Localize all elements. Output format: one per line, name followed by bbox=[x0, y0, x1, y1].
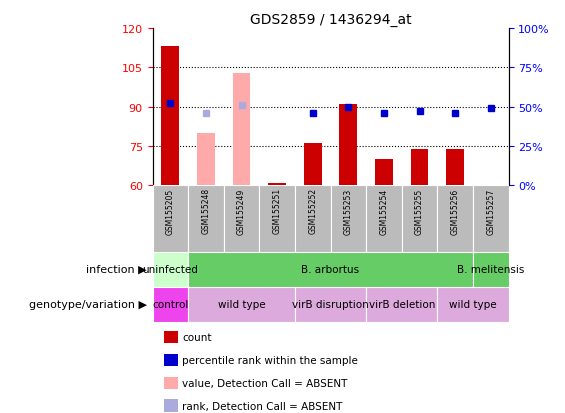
Text: genotype/variation ▶: genotype/variation ▶ bbox=[29, 299, 147, 310]
Bar bbox=[197, 133, 215, 186]
Text: B. arbortus: B. arbortus bbox=[302, 264, 359, 275]
Text: wild type: wild type bbox=[449, 299, 497, 310]
Bar bbox=[473, 252, 508, 287]
Bar bbox=[224, 186, 259, 252]
Text: GSM155256: GSM155256 bbox=[451, 188, 459, 234]
Text: infection ▶: infection ▶ bbox=[86, 264, 147, 275]
Bar bbox=[188, 287, 295, 322]
Bar bbox=[233, 74, 250, 186]
Bar bbox=[331, 186, 366, 252]
Text: GSM155252: GSM155252 bbox=[308, 188, 317, 234]
Bar bbox=[295, 287, 366, 322]
Bar bbox=[153, 252, 188, 287]
Text: GSM155255: GSM155255 bbox=[415, 188, 424, 234]
Text: GSM155205: GSM155205 bbox=[166, 188, 175, 234]
Bar bbox=[268, 183, 286, 186]
Text: GSM155249: GSM155249 bbox=[237, 188, 246, 234]
Bar bbox=[411, 149, 428, 186]
Bar bbox=[304, 144, 321, 186]
Bar bbox=[188, 186, 224, 252]
Text: rank, Detection Call = ABSENT: rank, Detection Call = ABSENT bbox=[182, 401, 342, 411]
Text: count: count bbox=[182, 332, 211, 342]
Text: wild type: wild type bbox=[218, 299, 266, 310]
Text: GSM155251: GSM155251 bbox=[273, 188, 281, 234]
Bar bbox=[437, 186, 473, 252]
Bar bbox=[162, 47, 179, 186]
Bar bbox=[340, 105, 357, 186]
Title: GDS2859 / 1436294_at: GDS2859 / 1436294_at bbox=[250, 12, 411, 26]
Bar bbox=[295, 186, 331, 252]
Text: virB deletion: virB deletion bbox=[368, 299, 435, 310]
Text: virB disruption: virB disruption bbox=[292, 299, 369, 310]
Bar bbox=[446, 149, 464, 186]
Bar bbox=[437, 287, 508, 322]
Text: value, Detection Call = ABSENT: value, Detection Call = ABSENT bbox=[182, 378, 347, 388]
Text: GSM155253: GSM155253 bbox=[344, 188, 353, 234]
Text: GSM155254: GSM155254 bbox=[380, 188, 388, 234]
Bar bbox=[188, 252, 473, 287]
Bar bbox=[366, 287, 437, 322]
Text: uninfected: uninfected bbox=[142, 264, 198, 275]
Bar bbox=[366, 186, 402, 252]
Text: percentile rank within the sample: percentile rank within the sample bbox=[182, 355, 358, 365]
Text: B. melitensis: B. melitensis bbox=[457, 264, 524, 275]
Text: GSM155248: GSM155248 bbox=[202, 188, 210, 234]
Bar bbox=[375, 160, 393, 186]
Bar bbox=[402, 186, 437, 252]
Text: control: control bbox=[152, 299, 189, 310]
Bar bbox=[153, 287, 188, 322]
Bar bbox=[473, 186, 508, 252]
Text: GSM155257: GSM155257 bbox=[486, 188, 495, 234]
Bar bbox=[259, 186, 295, 252]
Bar bbox=[153, 186, 188, 252]
